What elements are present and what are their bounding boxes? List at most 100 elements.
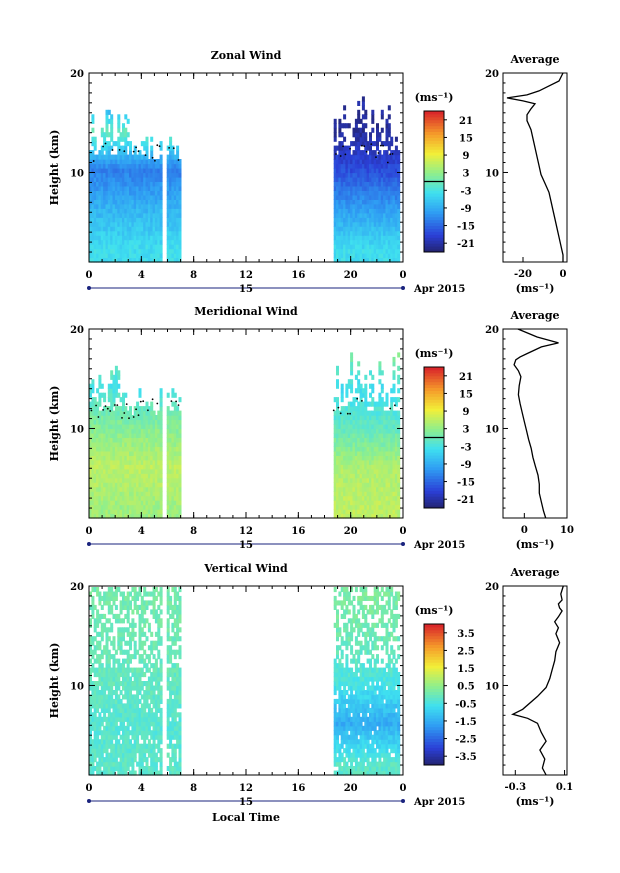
heatmap-cell: [105, 441, 109, 447]
heatmap-cell: [347, 154, 351, 160]
colorbar-segment: [424, 246, 444, 250]
heatmap-cell: [150, 495, 154, 501]
heatmap-cell: [124, 770, 128, 776]
heatmap-cell: [376, 464, 379, 470]
heatmap-cell: [354, 482, 358, 488]
heatmap-cell: [394, 248, 398, 254]
heatmap-cell: [152, 752, 156, 758]
colorbar-segment: [424, 196, 444, 200]
heatmap-cell: [394, 172, 398, 178]
heatmap-cell: [98, 217, 102, 223]
heatmap-cell: [145, 667, 149, 673]
heatmap-cell: [359, 446, 363, 452]
heatmap-cell: [138, 410, 142, 416]
heatmap-cell: [166, 172, 170, 178]
heatmap-cell: [126, 181, 130, 187]
heatmap-cell: [98, 761, 102, 767]
heatmap-cell: [112, 181, 116, 187]
heatmap-cell: [129, 739, 132, 745]
heatmap-cell: [124, 181, 128, 187]
heatmap-cell: [143, 600, 147, 606]
heatmap-cell: [364, 406, 368, 412]
heatmap-cell: [131, 748, 135, 754]
heatmap-cell: [107, 676, 111, 682]
heatmap-cell: [159, 428, 163, 434]
heatmap-cell: [171, 190, 175, 196]
heatmap-cell: [117, 631, 121, 637]
heatmap-cell: [390, 419, 394, 425]
heatmap-cell: [385, 500, 389, 506]
heatmap-cell: [378, 194, 382, 200]
heatmap-cell: [89, 235, 92, 241]
heatmap-cell: [378, 132, 382, 138]
heatmap-cell: [114, 446, 118, 452]
heatmap-cell: [126, 235, 130, 241]
heatmap-cell: [138, 168, 142, 174]
heatmap-cell: [394, 176, 398, 182]
heatmap-cell: [89, 415, 92, 421]
heatmap-cell: [385, 455, 389, 461]
heatmap-cell: [131, 725, 135, 731]
heatmap-cell: [152, 676, 156, 682]
heatmap-cell: [140, 757, 144, 763]
x-tick-label: 4: [138, 270, 145, 281]
heatmap-cell: [343, 437, 347, 443]
colorbar-segment: [424, 193, 444, 197]
heatmap-cell: [122, 194, 125, 200]
heatmap-cell: [143, 406, 147, 412]
heatmap-cell: [122, 145, 125, 151]
heatmap-cell: [385, 464, 389, 470]
heatmap-cell: [96, 190, 100, 196]
heatmap-cell: [107, 468, 111, 474]
heatmap-cell: [117, 450, 121, 456]
heatmap-cell: [333, 419, 337, 425]
heatmap-cell: [387, 257, 391, 263]
heatmap-cell: [103, 743, 107, 749]
heatmap-cell: [343, 464, 347, 470]
heatmap-cell: [176, 410, 180, 416]
heatmap-cell: [350, 509, 354, 515]
heatmap-cell: [91, 604, 95, 610]
heatmap-cell: [392, 374, 396, 380]
heatmap-cell: [138, 392, 142, 398]
heatmap-cell: [124, 159, 128, 165]
heatmap-cell: [383, 491, 387, 497]
heatmap-cell: [394, 239, 398, 245]
heatmap-cell: [352, 190, 356, 196]
heatmap-cell: [154, 428, 158, 434]
heatmap-cell: [119, 410, 123, 416]
heatmap-cell: [333, 168, 337, 174]
heatmap-cell: [143, 428, 147, 434]
heatmap-cell: [338, 509, 342, 515]
heatmap-cell: [166, 217, 170, 223]
heatmap-cell: [126, 667, 130, 673]
heatmap-cell: [147, 748, 151, 754]
heatmap-cell: [364, 410, 368, 416]
heatmap-cell: [361, 450, 365, 456]
heatmap-cell: [114, 428, 118, 434]
heatmap-cell: [138, 491, 142, 497]
heatmap-cell: [100, 748, 104, 754]
heatmap-cell: [143, 235, 147, 241]
heatmap-cell: [112, 397, 116, 403]
heatmap-cell: [122, 248, 125, 254]
heatmap-cell: [173, 410, 177, 416]
heatmap-cell: [176, 446, 180, 452]
heatmap-cell: [107, 685, 111, 691]
heatmap-cell: [122, 132, 125, 138]
heatmap-cell: [129, 685, 132, 691]
heatmap-cell: [91, 239, 95, 245]
heatmap-cell: [112, 486, 116, 492]
heatmap-cell: [357, 419, 361, 425]
heatmap-cell: [169, 163, 173, 169]
heatmap-cell: [169, 190, 173, 196]
heatmap-cell: [159, 230, 163, 236]
profile-x-tick-label: 10: [560, 525, 574, 536]
heatmap-cell: [354, 428, 358, 434]
heatmap-cell: [364, 132, 368, 138]
heatmap-cell: [122, 159, 125, 165]
heatmap-cell: [371, 424, 375, 430]
heatmap-cell: [136, 609, 140, 615]
colorbar-segment: [424, 119, 444, 124]
heatmap-cell: [369, 230, 372, 236]
